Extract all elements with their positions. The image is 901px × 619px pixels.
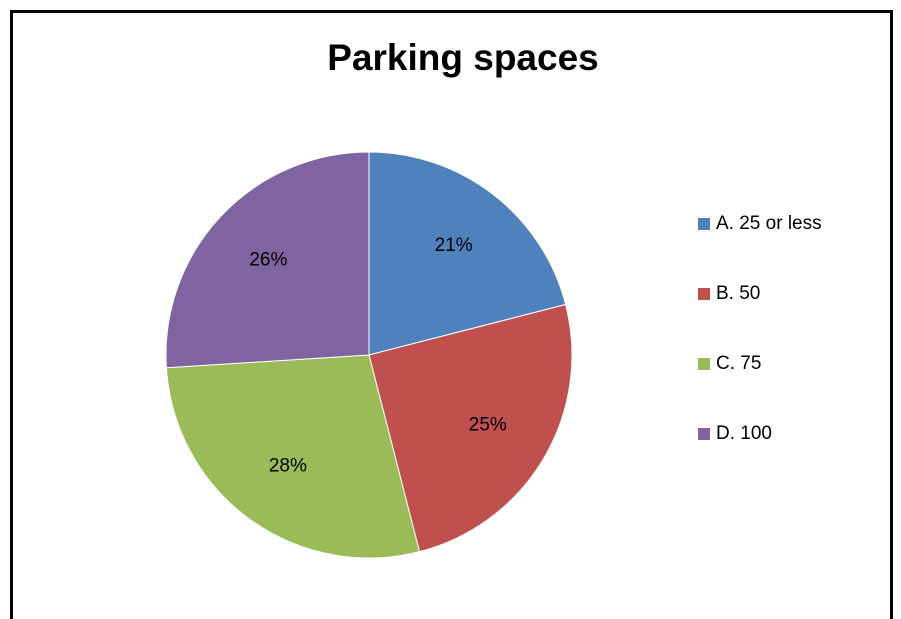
legend-swatch (698, 288, 710, 300)
pie-slice (368, 151, 567, 356)
legend-label: B. 50 (716, 283, 760, 304)
pie-slice (165, 354, 421, 559)
legend-swatch (698, 358, 710, 370)
data-label: 25% (469, 414, 507, 435)
legend-label: D. 100 (716, 423, 772, 444)
data-label: 26% (249, 250, 287, 271)
data-label: 21% (435, 235, 473, 256)
chart-title: Parking spaces (327, 37, 598, 78)
legend-label: C. 75 (716, 353, 761, 374)
legend-swatch (698, 428, 710, 440)
data-label: 28% (269, 456, 307, 477)
legend-swatch (698, 218, 710, 230)
legend-label: A. 25 or less (716, 213, 822, 234)
chart-frame (10, 10, 893, 619)
pie-slice (368, 303, 573, 553)
pie-slice (165, 151, 370, 369)
